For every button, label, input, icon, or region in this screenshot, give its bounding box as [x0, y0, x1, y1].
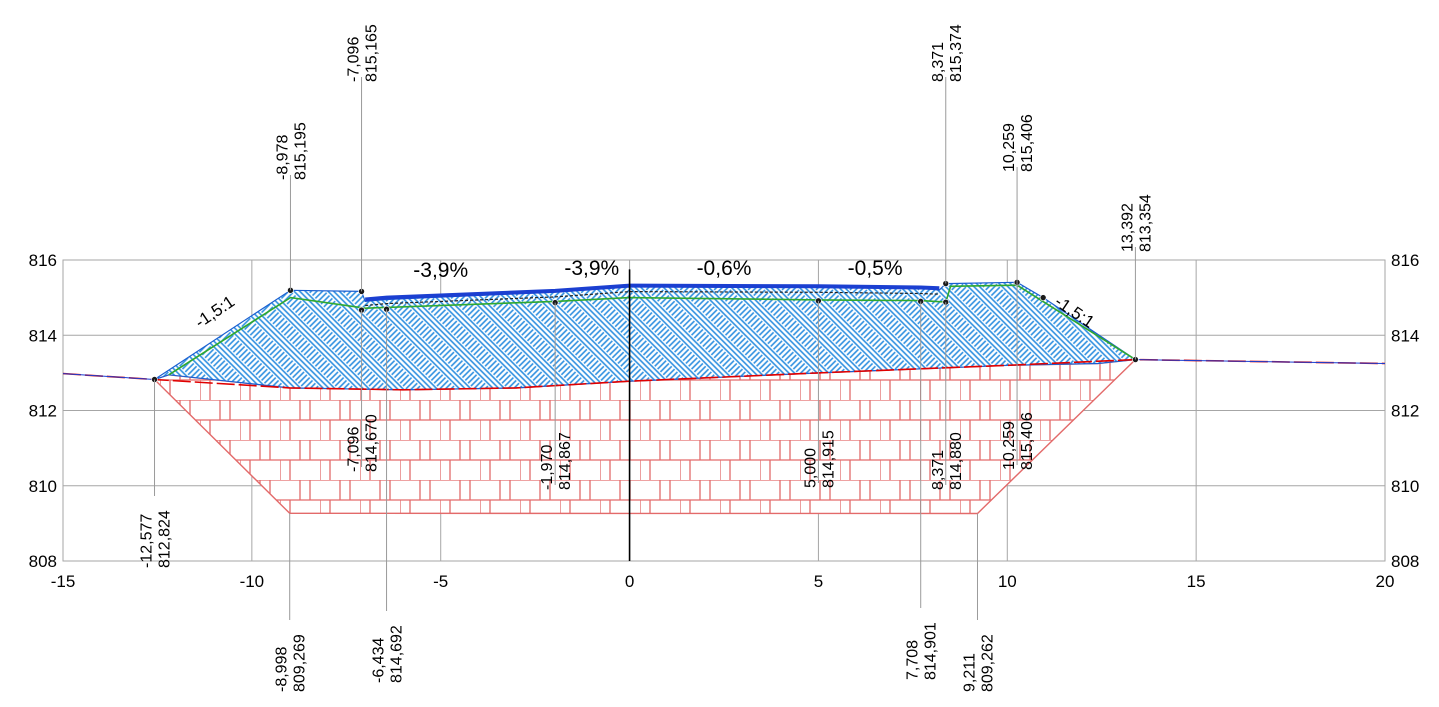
y-tick-label-left: 812 — [29, 402, 57, 421]
annotation-offset: 10,259 — [1001, 421, 1018, 470]
terrain-left-line — [62, 373, 155, 380]
terrain-right-line — [1135, 359, 1386, 364]
grade-label: -3,9% — [413, 259, 468, 282]
annotation-offset: -7,096 — [346, 37, 363, 82]
annotation-elevation: 814,692 — [389, 625, 406, 683]
x-tick-label: -10 — [240, 572, 265, 591]
annotation-elevation: 815,406 — [1019, 114, 1036, 172]
annotation-elevation: 814,670 — [364, 414, 381, 472]
vertex-point — [1039, 294, 1047, 301]
annotation-offset: 10,259 — [1001, 123, 1018, 172]
annotation-elevation: 812,824 — [157, 510, 174, 568]
annotation-offset: 8,371 — [930, 42, 947, 82]
x-tick-label: -15 — [51, 572, 76, 591]
annotation-elevation: 815,165 — [364, 24, 381, 82]
x-tick-label: 0 — [625, 572, 634, 591]
design-subgrade-line — [168, 284, 1136, 376]
annotation-elevation: 814,867 — [557, 432, 574, 490]
annotation-elevation: 809,269 — [292, 634, 309, 692]
annotation-elevation: 815,195 — [292, 122, 309, 180]
annotation-offset: -12,577 — [139, 514, 156, 568]
y-tick-label-right: 808 — [1391, 552, 1419, 571]
annotation-elevation: 814,880 — [948, 432, 965, 490]
annotation-elevation: 814,915 — [820, 430, 837, 488]
annotation-elevation: 814,901 — [923, 622, 940, 680]
annotation-offset: 7,708 — [905, 640, 922, 680]
annotation-offset: -1,970 — [539, 445, 556, 490]
annotation-offset: 13,392 — [1119, 203, 1136, 252]
annotation-offset: -8,998 — [274, 647, 291, 692]
annotation-layer: -8,978 815,195-7,096 815,165 8,371 815,37410… — [139, 24, 1155, 692]
pavement-layer-line — [365, 290, 940, 307]
y-tick-label-left: 810 — [29, 477, 57, 496]
x-tick-label: 10 — [998, 572, 1017, 591]
annotation-elevation: 815,406 — [1019, 412, 1036, 470]
grade-label: -0,6% — [697, 257, 752, 280]
grade-label: -0,5% — [848, 257, 903, 280]
y-tick-label-right: 812 — [1391, 402, 1419, 421]
annotation-offset: -8,978 — [274, 135, 291, 180]
x-tick-label: -5 — [433, 572, 448, 591]
annotation-elevation: 813,354 — [1137, 194, 1154, 252]
line-layer — [62, 269, 1386, 561]
grade-label: -3,9% — [564, 257, 619, 280]
annotation-offset: 5,000 — [802, 448, 819, 488]
x-tick-label: 15 — [1187, 572, 1206, 591]
x-tick-label: 5 — [814, 572, 823, 591]
y-tick-label-left: 814 — [29, 326, 57, 345]
annotation-offset: 8,371 — [930, 450, 947, 490]
y-tick-label-right: 814 — [1391, 326, 1419, 345]
x-tick-label: 20 — [1376, 572, 1395, 591]
annotation-offset: -6,434 — [371, 638, 388, 683]
y-tick-label-left: 816 — [29, 251, 57, 270]
y-tick-label-right: 810 — [1391, 477, 1419, 496]
annotation-elevation: 809,262 — [979, 634, 996, 692]
y-tick-label-right: 816 — [1391, 251, 1419, 270]
fill-layer — [153, 281, 1138, 515]
existing-terrain-line — [62, 358, 1386, 391]
annotation-elevation: 815,374 — [948, 24, 965, 82]
annotation-offset: 9,211 — [961, 653, 978, 692]
y-tick-label-left: 808 — [29, 552, 57, 571]
slope-ratio-label: -1,5:1 — [191, 292, 238, 332]
annotation-offset: -7,096 — [346, 427, 363, 472]
